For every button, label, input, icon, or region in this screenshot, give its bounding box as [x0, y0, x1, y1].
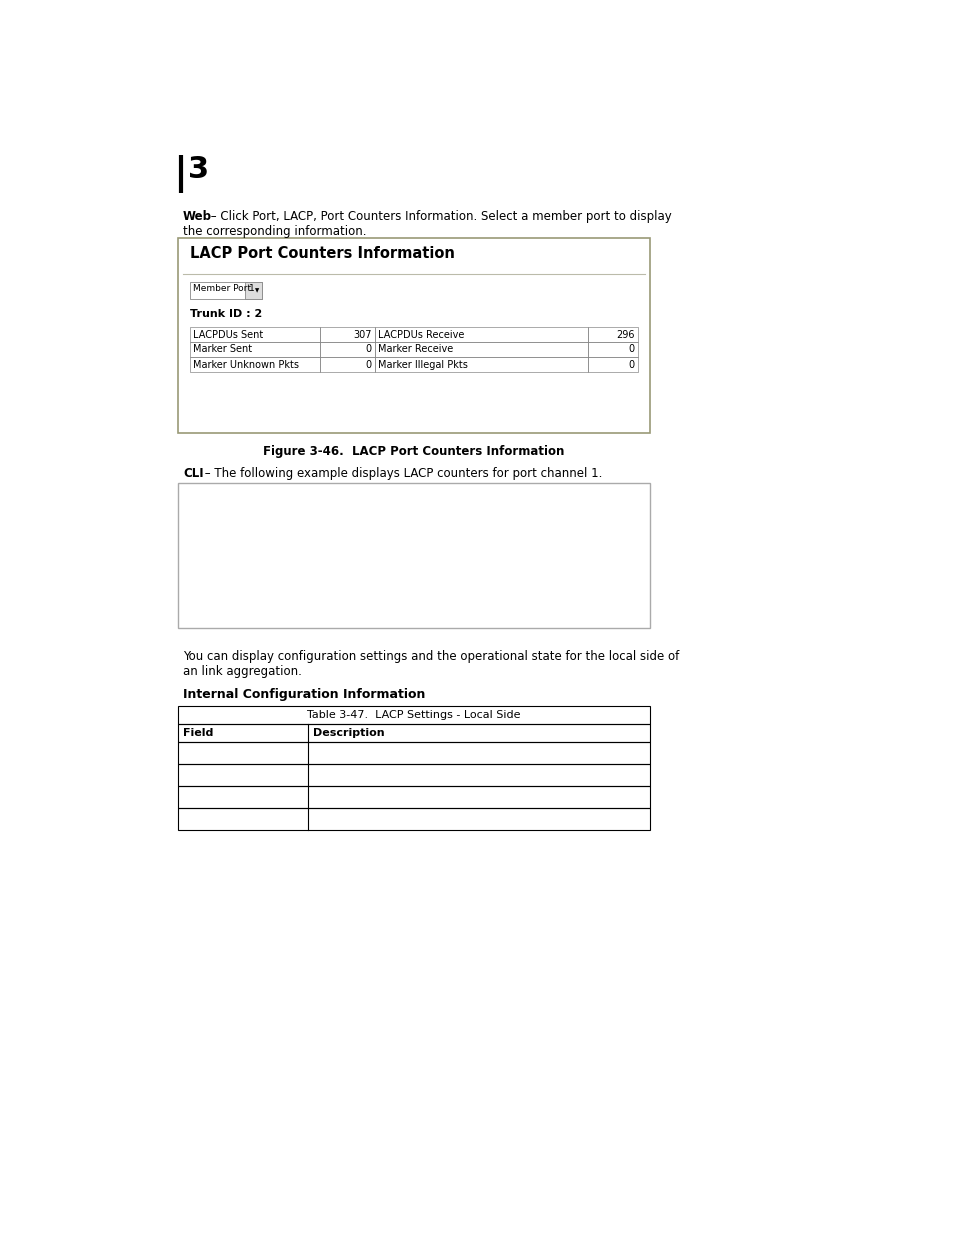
- Text: Field: Field: [183, 727, 213, 739]
- Text: Member Port: Member Port: [193, 284, 251, 293]
- Text: Marker Unknown Pkts: Marker Unknown Pkts: [193, 359, 298, 369]
- Text: Description: Description: [313, 727, 384, 739]
- Text: CLI: CLI: [183, 467, 203, 480]
- Text: Trunk ID : 2: Trunk ID : 2: [190, 309, 262, 319]
- Text: 0: 0: [366, 345, 372, 354]
- Text: ▼: ▼: [254, 288, 259, 293]
- Text: 0: 0: [366, 359, 372, 369]
- Bar: [319, 357, 375, 372]
- Text: Table 3-47.  LACP Settings - Local Side: Table 3-47. LACP Settings - Local Side: [307, 710, 520, 720]
- Text: Figure 3-46.  LACP Port Counters Information: Figure 3-46. LACP Port Counters Informat…: [263, 445, 564, 458]
- Bar: [587, 327, 638, 342]
- Text: Internal Configuration Information: Internal Configuration Information: [183, 688, 425, 701]
- Text: 0: 0: [628, 345, 635, 354]
- Bar: [178, 706, 649, 724]
- Bar: [190, 342, 319, 357]
- Bar: [375, 342, 587, 357]
- Bar: [178, 724, 649, 742]
- Text: 307: 307: [354, 330, 372, 340]
- Bar: [190, 282, 262, 299]
- Text: Marker Receive: Marker Receive: [377, 345, 453, 354]
- Bar: [178, 742, 649, 764]
- Text: You can display configuration settings and the operational state for the local s: You can display configuration settings a…: [183, 650, 679, 663]
- Bar: [245, 282, 262, 299]
- Text: – The following example displays LACP counters for port channel 1.: – The following example displays LACP co…: [201, 467, 601, 480]
- Text: 0: 0: [628, 359, 635, 369]
- Text: 296: 296: [616, 330, 635, 340]
- Bar: [587, 357, 638, 372]
- Bar: [190, 327, 319, 342]
- Text: LACPDUs Sent: LACPDUs Sent: [193, 330, 263, 340]
- Text: – Click Port, LACP, Port Counters Information. Select a member port to display: – Click Port, LACP, Port Counters Inform…: [207, 210, 671, 224]
- Text: the corresponding information.: the corresponding information.: [183, 225, 366, 238]
- Text: Web: Web: [183, 210, 212, 224]
- Bar: [178, 785, 649, 808]
- Text: 1: 1: [249, 284, 254, 293]
- Bar: [178, 764, 649, 785]
- Text: Marker Sent: Marker Sent: [193, 345, 252, 354]
- Bar: [178, 238, 649, 433]
- Text: an link aggregation.: an link aggregation.: [183, 664, 301, 678]
- Text: 3: 3: [188, 156, 209, 184]
- Text: LACPDUs Receive: LACPDUs Receive: [377, 330, 464, 340]
- Text: LACP Port Counters Information: LACP Port Counters Information: [190, 246, 455, 261]
- Bar: [319, 342, 375, 357]
- Bar: [319, 327, 375, 342]
- Bar: [375, 357, 587, 372]
- Bar: [178, 483, 649, 629]
- Bar: [190, 357, 319, 372]
- Bar: [587, 342, 638, 357]
- Text: Marker Illegal Pkts: Marker Illegal Pkts: [377, 359, 467, 369]
- Bar: [178, 808, 649, 830]
- Bar: [375, 327, 587, 342]
